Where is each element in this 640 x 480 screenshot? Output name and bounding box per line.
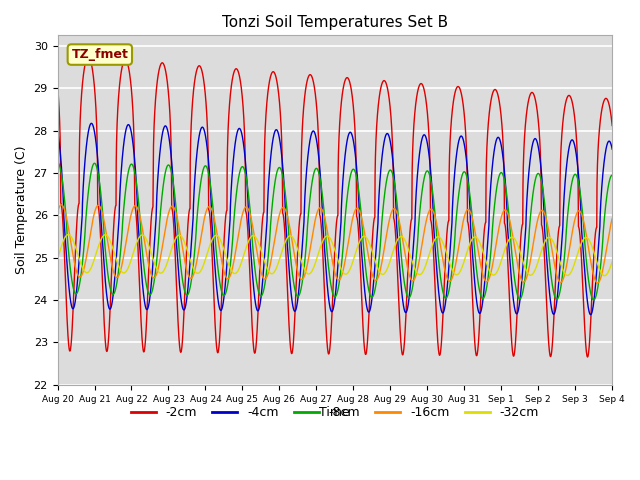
Y-axis label: Soil Temperature (C): Soil Temperature (C)	[15, 146, 28, 274]
Title: Tonzi Soil Temperatures Set B: Tonzi Soil Temperatures Set B	[222, 15, 448, 30]
Legend: -2cm, -4cm, -8cm, -16cm, -32cm: -2cm, -4cm, -8cm, -16cm, -32cm	[125, 401, 544, 424]
X-axis label: Time: Time	[319, 406, 350, 420]
Text: TZ_fmet: TZ_fmet	[72, 48, 128, 61]
